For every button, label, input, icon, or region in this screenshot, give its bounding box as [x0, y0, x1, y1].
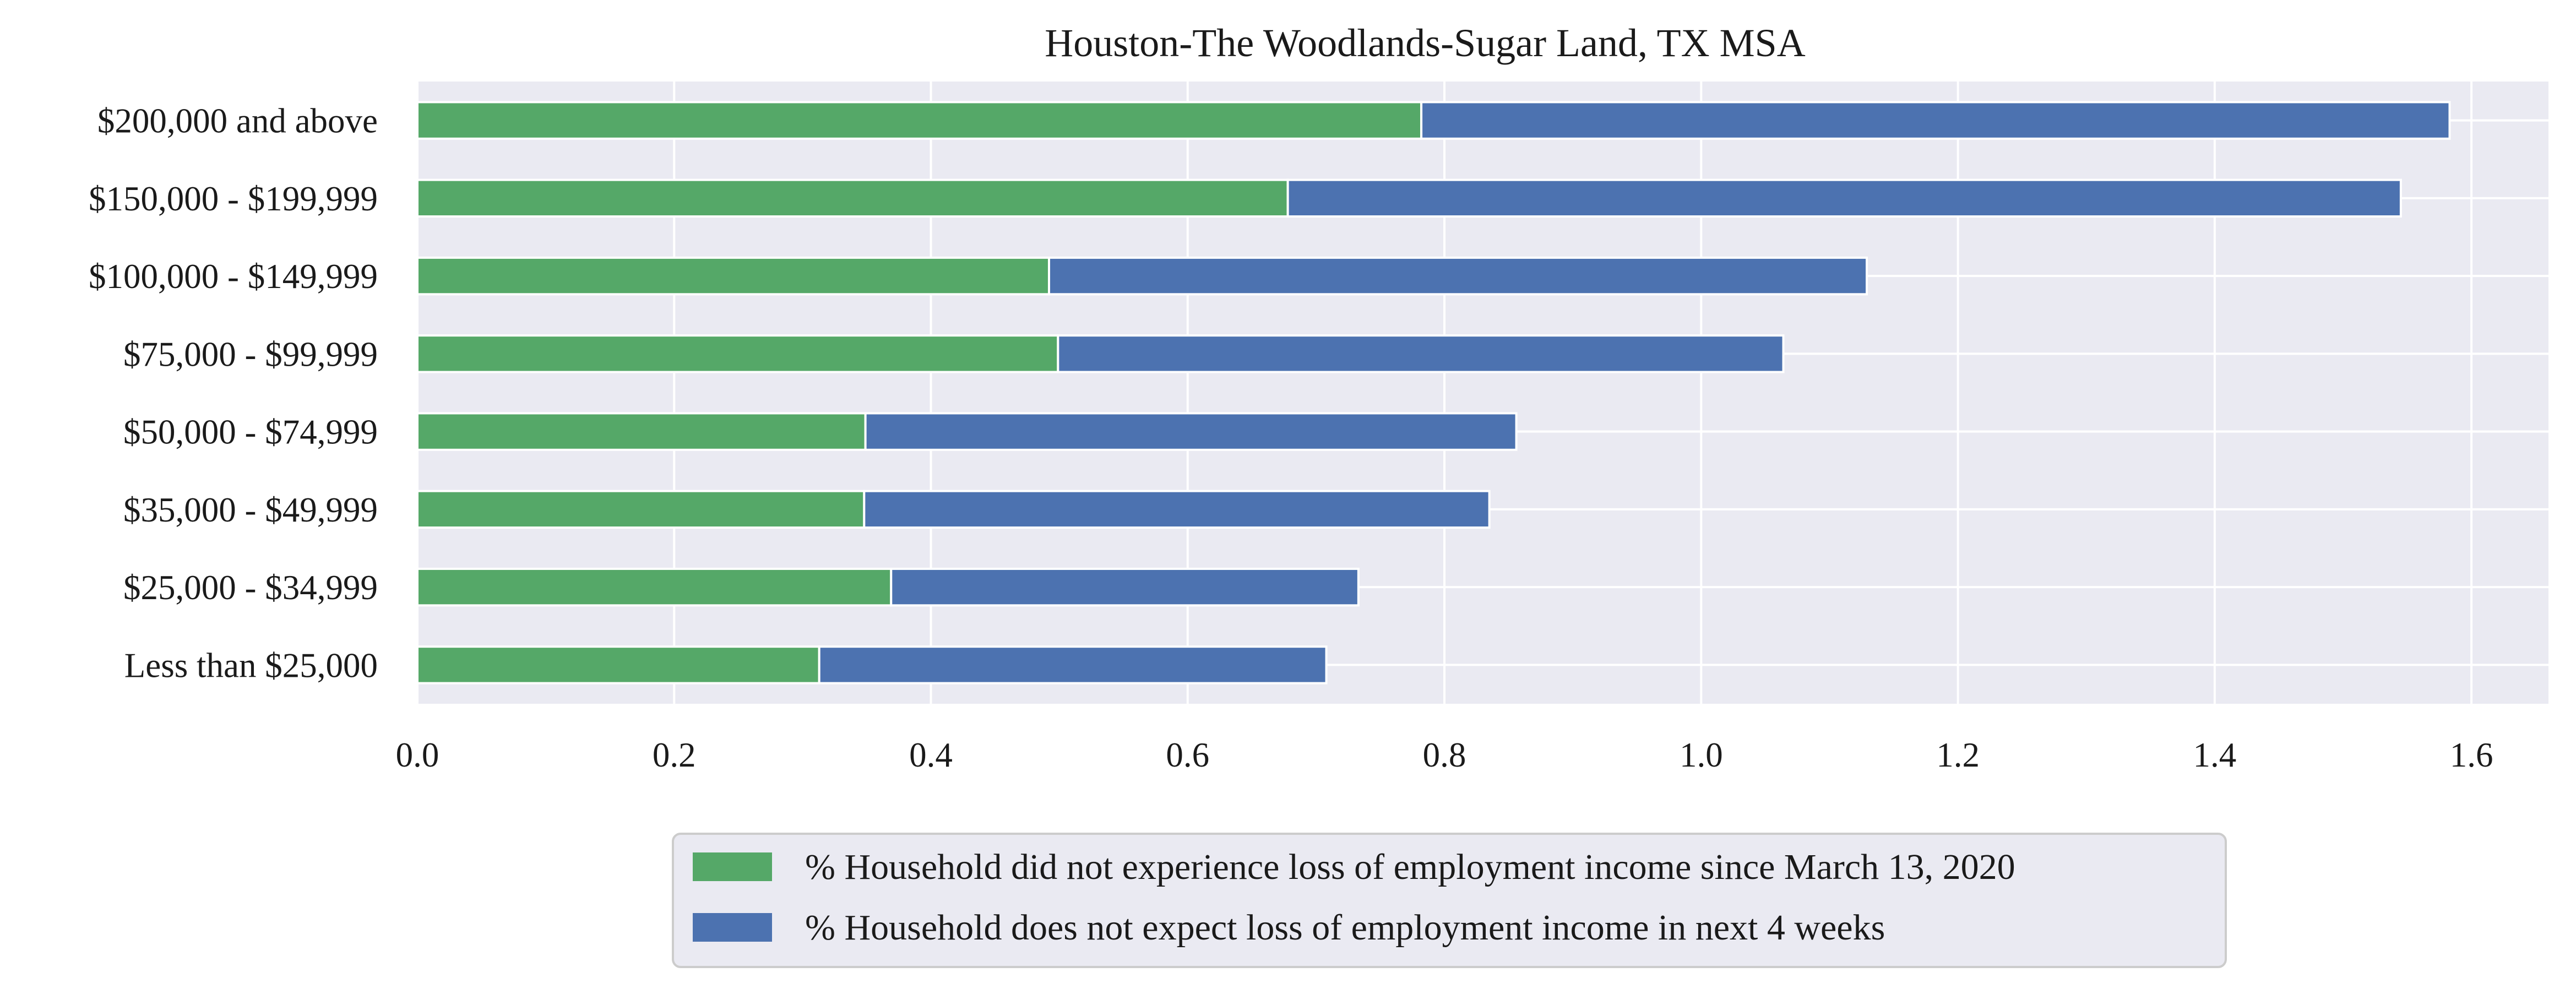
- y-tick-label: $25,000 - $34,999: [123, 568, 378, 607]
- legend-label: % Household did not experience loss of e…: [805, 847, 2015, 887]
- bar-segment-series-1: [416, 567, 893, 607]
- y-tick-label: Less than $25,000: [124, 646, 378, 685]
- x-tick-label: 0.0: [396, 736, 439, 774]
- plot-area: [417, 82, 2548, 704]
- bar-segment-series-1: [416, 178, 1289, 218]
- x-tick-label: 0.4: [909, 736, 953, 774]
- y-tick-label: $75,000 - $99,999: [123, 335, 378, 373]
- x-tick-label: 0.8: [1423, 736, 1466, 774]
- x-tick-label: 0.6: [1166, 736, 1209, 774]
- legend-box: [672, 833, 2227, 968]
- x-tick-label: 1.6: [2450, 736, 2493, 774]
- x-tick-labels: 0.0 0.2 0.4 0.6 0.8 1.0 1.2 1.4 1.6: [396, 736, 2493, 774]
- bar-segment-series-2: [863, 490, 1491, 529]
- x-tick-label: 1.2: [1936, 736, 1980, 774]
- bar-segment-series-2: [1048, 256, 1868, 296]
- y-tick-label: $50,000 - $74,999: [123, 413, 378, 452]
- y-tick-label: $200,000 and above: [97, 102, 378, 140]
- bars: [416, 101, 2451, 685]
- legend-label: % Household does not expect loss of empl…: [805, 908, 1885, 948]
- y-tick-labels: Less than $25,000 $25,000 - $34,999 $35,00…: [89, 102, 378, 685]
- y-tick-label: $35,000 - $49,999: [123, 491, 378, 529]
- x-tick-label: 0.2: [653, 736, 696, 774]
- bar-segment-series-1: [416, 101, 1423, 140]
- bar-segment-series-1: [416, 334, 1059, 373]
- y-tick-label: $100,000 - $149,999: [89, 257, 378, 296]
- bar-segment-series-2: [864, 412, 1518, 451]
- bar-segment-series-2: [1057, 334, 1785, 373]
- x-tick-label: 1.0: [1680, 736, 1723, 774]
- y-tick-label: $150,000 - $199,999: [89, 180, 378, 218]
- bar-segment-series-1: [416, 256, 1051, 296]
- bar-segment-series-2: [890, 567, 1360, 607]
- legend-swatch: [693, 913, 772, 942]
- bar-segment-series-2: [818, 645, 1328, 685]
- bar-segment-series-2: [1420, 101, 2451, 140]
- x-tick-label: 1.4: [2193, 736, 2236, 774]
- legend: % Household did not experience loss of e…: [672, 833, 2227, 968]
- bar-segment-series-1: [416, 490, 866, 529]
- chart-title: Houston-The Woodlands-Sugar Land, TX MSA: [1045, 21, 1805, 65]
- bar-segment-series-1: [416, 645, 820, 685]
- bar-segment-series-2: [1286, 178, 2402, 218]
- bar-segment-series-1: [416, 412, 867, 451]
- legend-swatch: [693, 852, 772, 881]
